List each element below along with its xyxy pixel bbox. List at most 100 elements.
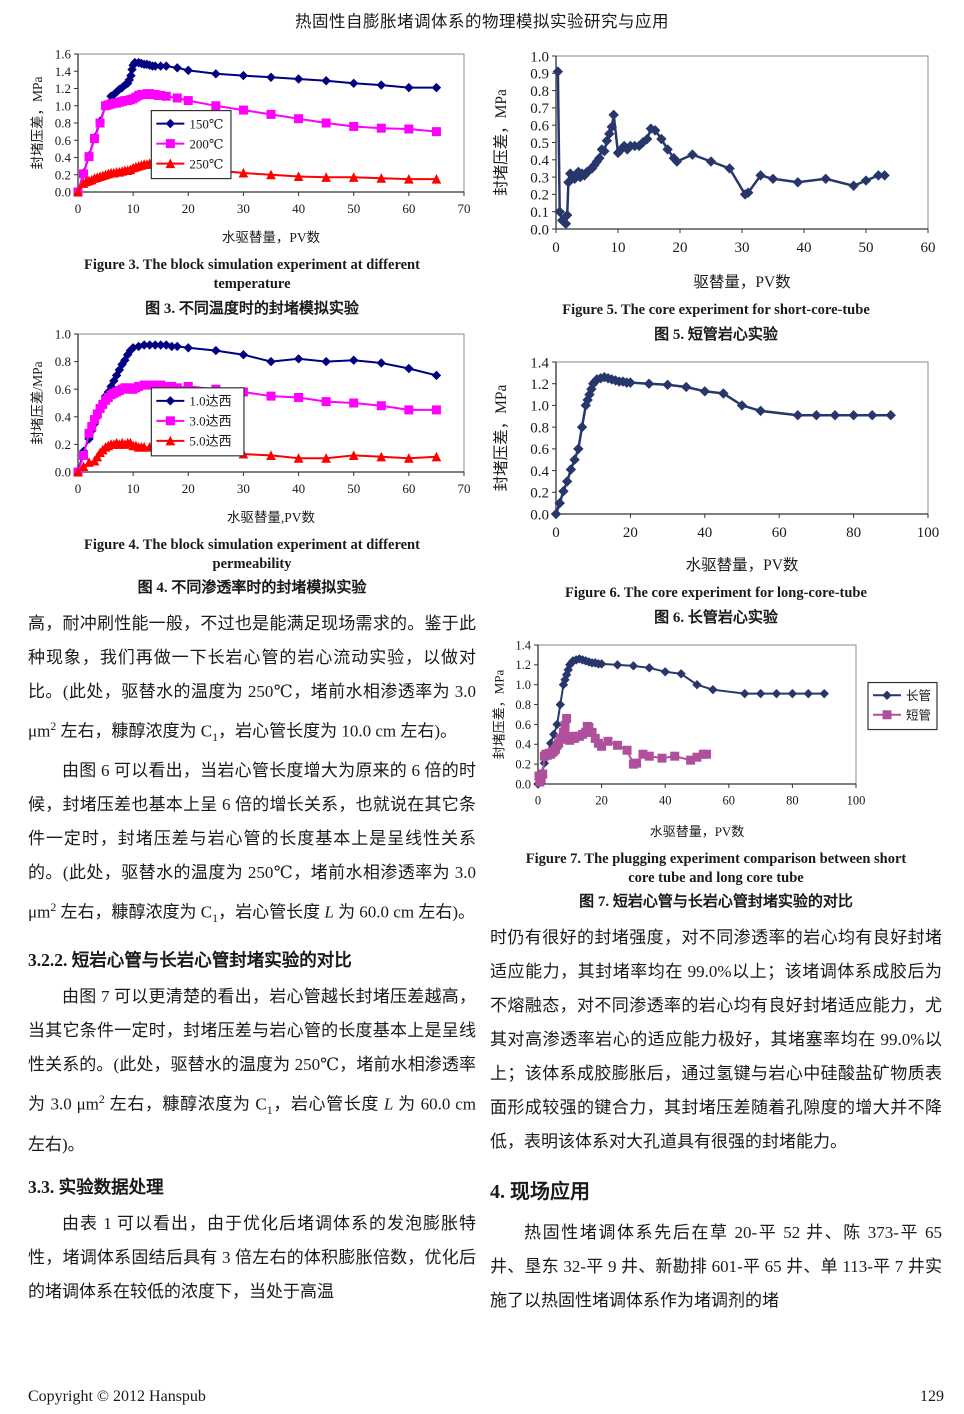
svg-text:1.0: 1.0 [530, 49, 549, 65]
svg-text:0.2: 0.2 [515, 757, 531, 771]
svg-text:1.6: 1.6 [55, 48, 72, 62]
figure-7: 0 20 40 60 80 100 0.0 0.2 0.4 0.6 0.8 1.0 1.2 1.4 长管 短管… [490, 637, 942, 912]
section-heading-3-2-2: 3.2.2. 短岩心管与长岩心管封堵实验的对比 [28, 950, 352, 971]
svg-text:50: 50 [347, 481, 360, 496]
section-heading-3-3: 3.3. 实验数据处理 [28, 1176, 164, 1197]
svg-text:250℃: 250℃ [189, 156, 223, 171]
svg-text:0.0: 0.0 [55, 185, 71, 200]
svg-text:0.0: 0.0 [515, 777, 531, 791]
svg-text:0: 0 [552, 525, 560, 541]
figure6-caption-zh: 图 6. 长管岩心实验 [654, 609, 778, 626]
svg-text:80: 80 [846, 525, 861, 541]
svg-text:0.0: 0.0 [530, 222, 549, 238]
svg-text:水驱替量，PV数: 水驱替量，PV数 [222, 230, 321, 245]
svg-text:10: 10 [611, 240, 626, 256]
figure3-caption-zh: 图 3. 不同温度时的封堵模拟实验 [145, 300, 359, 317]
svg-text:50: 50 [859, 240, 874, 256]
svg-text:40: 40 [797, 240, 812, 256]
footer-copyright: Copyright © 2012 Hanspub [28, 1388, 206, 1405]
svg-text:1.0达西: 1.0达西 [189, 393, 231, 408]
svg-text:100: 100 [847, 793, 866, 807]
svg-text:1.0: 1.0 [515, 678, 531, 692]
svg-text:1.4: 1.4 [55, 64, 72, 79]
figure4-chart: 0 10 20 30 40 50 60 70 0.0 0.2 0.4 0.6 0.8 1.0 1.0达西 3.… [28, 326, 476, 528]
figure3-caption: Figure 3. The block simulation experimen… [28, 256, 476, 318]
svg-text:封堵压差，MPa: 封堵压差，MPa [492, 669, 507, 759]
footer-page-number: 129 [920, 1388, 944, 1405]
svg-text:0.8: 0.8 [530, 420, 549, 436]
svg-text:封堵压差/MPa: 封堵压差/MPa [30, 361, 45, 444]
svg-text:0.8: 0.8 [55, 116, 71, 131]
svg-text:0.2: 0.2 [55, 167, 71, 182]
paragraph-right-2: 热固性堵调体系先后在草 20-平 52 井、陈 373-平 65 井、垦东 32… [490, 1223, 942, 1311]
svg-text:60: 60 [402, 201, 415, 216]
svg-text:10: 10 [127, 481, 140, 496]
svg-text:60: 60 [402, 481, 415, 496]
figure6-caption: Figure 6. The core experiment for long-c… [490, 584, 942, 627]
svg-text:封堵压差，MPa: 封堵压差，MPa [30, 76, 45, 169]
figure3-chart: 0 10 20 30 40 50 60 70 0.0 0.2 0.4 0.6 0.8 1.0 1.2 1.4 1… [28, 47, 476, 248]
series-短管岩心 [552, 66, 890, 230]
svg-text:长管: 长管 [906, 687, 931, 702]
page-header-title: 热固性自膨胀堵调体系的物理模拟实验研究与应用 [295, 12, 669, 31]
figure7-chart: 0 20 40 60 80 100 0.0 0.2 0.4 0.6 0.8 1.0 1.2 1.4 长管 短管… [490, 637, 942, 842]
svg-text:封堵压差，MPa: 封堵压差，MPa [492, 384, 510, 491]
figure5-caption-zh: 图 5. 短管岩心实验 [654, 326, 778, 343]
paragraph-right-1: 时仍有很好的封堵强度，对不同渗透率的岩心均有良好封堵适应能力，其封堵率均在 99… [490, 928, 942, 1152]
svg-text:0.4: 0.4 [515, 737, 531, 751]
svg-text:0.6: 0.6 [515, 717, 531, 731]
svg-text:0: 0 [552, 240, 560, 256]
svg-text:50: 50 [347, 201, 360, 216]
svg-text:70: 70 [458, 481, 471, 496]
svg-text:0: 0 [75, 201, 82, 216]
svg-text:1.2: 1.2 [55, 81, 71, 96]
figure3-caption-en: Figure 3. The block simulation experimen… [84, 257, 420, 292]
figure-4: 0 10 20 30 40 50 60 70 0.0 0.2 0.4 0.6 0.8 1.0 1.0达西 3.… [28, 326, 476, 598]
svg-text:100: 100 [917, 525, 940, 541]
svg-text:10: 10 [127, 201, 140, 216]
svg-text:60: 60 [921, 240, 936, 256]
svg-text:0: 0 [75, 481, 82, 496]
svg-text:0.4: 0.4 [530, 464, 549, 480]
figure5-caption-en: Figure 5. The core experiment for short-… [562, 302, 870, 318]
svg-text:0.3: 0.3 [530, 170, 549, 186]
svg-text:短管: 短管 [906, 707, 931, 722]
svg-text:0.7: 0.7 [530, 101, 549, 117]
figure5-caption: Figure 5. The core experiment for short-… [490, 301, 942, 344]
svg-text:40: 40 [659, 793, 672, 807]
svg-text:0.2: 0.2 [530, 485, 549, 501]
figure6-chart: 0 20 40 60 80 100 0.0 0.2 0.4 0.6 0.8 1.0 1.2 1.4 水驱替量… [490, 354, 942, 576]
svg-text:30: 30 [237, 201, 250, 216]
figure6-caption-en: Figure 6. The core experiment for long-c… [565, 584, 867, 601]
svg-text:水驱替量，PV数: 水驱替量，PV数 [686, 556, 799, 574]
right-column: 0 10 20 30 40 50 60 0.0 0.1 0.2 0.3 0.4 0.5 0.6 0.7 0.8… [490, 48, 942, 1318]
paragraph-left-3: 由图 7 可以更清楚的看出，岩心管越长封堵压差越高，当其它条件一定时，封堵压差与… [28, 987, 476, 1154]
svg-text:1.2: 1.2 [515, 658, 531, 672]
paragraph-left-4: 由表 1 可以看出，由于优化后堵调体系的发泡膨胀特性，堵调体系固结后具有 3 倍… [28, 1213, 476, 1301]
figure7-caption-en: Figure 7. The plugging experiment compar… [525, 850, 907, 886]
series-5.0达西 [73, 437, 442, 477]
svg-text:0.0: 0.0 [530, 507, 549, 523]
paragraph-left-1: 高，耐冲刷性能一般，不过也是能满足现场需求的。鉴于此种现象，我们再做一下长岩心管… [28, 614, 476, 745]
svg-text:0.9: 0.9 [530, 67, 549, 83]
svg-text:0.6: 0.6 [55, 133, 72, 148]
svg-text:0.4: 0.4 [55, 150, 72, 165]
svg-text:驱替量，PV数: 驱替量，PV数 [693, 273, 791, 291]
section-heading-4: 4. 现场应用 [490, 1181, 590, 1204]
svg-text:200℃: 200℃ [189, 136, 223, 151]
series-长管 [533, 653, 829, 789]
svg-text:0.6: 0.6 [530, 118, 549, 134]
svg-text:80: 80 [786, 793, 799, 807]
svg-text:0.2: 0.2 [530, 188, 549, 204]
figure7-caption-zh: 图 7. 短岩心管与长岩心管封堵实验的对比 [579, 894, 853, 911]
svg-text:1.4: 1.4 [530, 355, 549, 371]
svg-text:0.5: 0.5 [530, 136, 549, 152]
svg-text:3.0达西: 3.0达西 [189, 413, 231, 428]
svg-text:20: 20 [182, 201, 195, 216]
svg-text:封堵压差，MPa: 封堵压差，MPa [492, 89, 510, 196]
series-短管 [534, 713, 712, 787]
svg-text:1.0: 1.0 [530, 399, 549, 415]
svg-text:40: 40 [292, 481, 305, 496]
series-200℃ [73, 89, 441, 197]
